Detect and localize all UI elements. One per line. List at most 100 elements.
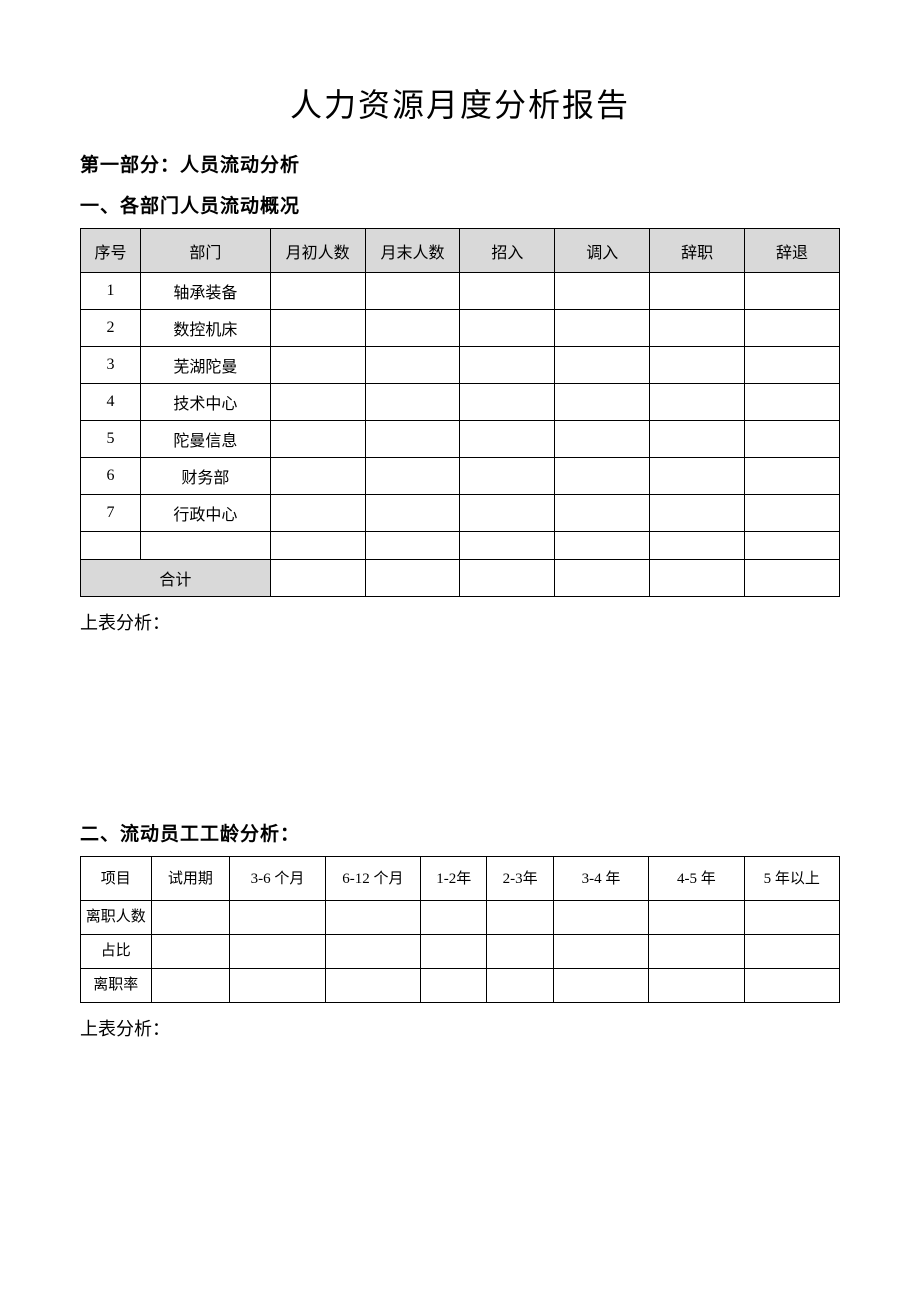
col-header-probation: 试用期 [151, 857, 230, 901]
cell: 1 [81, 273, 141, 310]
cell [650, 532, 745, 560]
cell [151, 969, 230, 1003]
cell [421, 901, 487, 935]
col-header-transfer: 调入 [555, 229, 650, 273]
cell [650, 384, 745, 421]
cell: 4 [81, 384, 141, 421]
cell [650, 458, 745, 495]
cell [649, 935, 744, 969]
cell [270, 310, 365, 347]
col-header-4-5y: 4-5 年 [649, 857, 744, 901]
cell [460, 347, 555, 384]
cell [421, 935, 487, 969]
cell [365, 532, 460, 560]
cell [140, 532, 270, 560]
row-label: 离职人数 [81, 901, 152, 935]
cell [460, 273, 555, 310]
table-row: 离职率 [81, 969, 840, 1003]
spacer [80, 639, 840, 819]
cell [270, 384, 365, 421]
col-header-resign: 辞职 [650, 229, 745, 273]
cell [650, 273, 745, 310]
tenure-analysis-table: 项目 试用期 3-6 个月 6-12 个月 1-2年 2-3年 3-4 年 4-… [80, 856, 840, 1003]
cell: 行政中心 [140, 495, 270, 532]
cell [270, 347, 365, 384]
cell [553, 969, 648, 1003]
col-header-begin: 月初人数 [270, 229, 365, 273]
cell [744, 935, 839, 969]
cell [555, 273, 650, 310]
cell [745, 310, 840, 347]
cell [460, 384, 555, 421]
cell [745, 458, 840, 495]
cell [460, 458, 555, 495]
cell [460, 495, 555, 532]
col-header-item: 项目 [81, 857, 152, 901]
department-flow-table: 序号 部门 月初人数 月末人数 招入 调入 辞职 辞退 1轴承装备2数控机床3芜… [80, 228, 840, 597]
col-header-6-12m: 6-12 个月 [325, 857, 420, 901]
cell [745, 273, 840, 310]
cell [270, 560, 365, 597]
document-title: 人力资源月度分析报告 [80, 80, 840, 126]
table-row: 6财务部 [81, 458, 840, 495]
cell [745, 495, 840, 532]
col-header-1-2y: 1-2年 [421, 857, 487, 901]
cell [365, 458, 460, 495]
cell [650, 495, 745, 532]
cell [230, 969, 325, 1003]
cell: 陀曼信息 [140, 421, 270, 458]
section2-heading: 二、流动员工工龄分析： [80, 819, 840, 846]
cell [555, 310, 650, 347]
cell [325, 901, 420, 935]
cell [460, 532, 555, 560]
table-header-row: 项目 试用期 3-6 个月 6-12 个月 1-2年 2-3年 3-4 年 4-… [81, 857, 840, 901]
cell [553, 901, 648, 935]
table-row: 1轴承装备 [81, 273, 840, 310]
total-row: 合计 [81, 560, 840, 597]
col-header-hired: 招入 [460, 229, 555, 273]
cell [649, 901, 744, 935]
cell [555, 421, 650, 458]
cell [270, 273, 365, 310]
col-header-3-4y: 3-4 年 [553, 857, 648, 901]
col-header-2-3y: 2-3年 [487, 857, 553, 901]
cell [650, 310, 745, 347]
cell [487, 969, 553, 1003]
col-header-dept: 部门 [140, 229, 270, 273]
part1-heading: 第一部分：人员流动分析 [80, 150, 840, 177]
section1-analysis-label: 上表分析： [80, 609, 840, 635]
cell [555, 347, 650, 384]
cell [649, 969, 744, 1003]
cell [365, 384, 460, 421]
cell [230, 935, 325, 969]
cell [270, 495, 365, 532]
col-header-5plus: 5 年以上 [744, 857, 839, 901]
cell [745, 532, 840, 560]
cell [487, 901, 553, 935]
cell [421, 969, 487, 1003]
col-header-dismiss: 辞退 [745, 229, 840, 273]
cell [555, 532, 650, 560]
cell: 芜湖陀曼 [140, 347, 270, 384]
cell: 技术中心 [140, 384, 270, 421]
section1-heading: 一、各部门人员流动概况 [80, 191, 840, 218]
table-row: 7行政中心 [81, 495, 840, 532]
cell [745, 421, 840, 458]
table-header-row: 序号 部门 月初人数 月末人数 招入 调入 辞职 辞退 [81, 229, 840, 273]
cell [270, 532, 365, 560]
cell [555, 458, 650, 495]
cell [81, 532, 141, 560]
cell [745, 384, 840, 421]
cell: 2 [81, 310, 141, 347]
cell: 数控机床 [140, 310, 270, 347]
table-row: 2数控机床 [81, 310, 840, 347]
col-header-end: 月末人数 [365, 229, 460, 273]
table-row: 4技术中心 [81, 384, 840, 421]
cell [325, 935, 420, 969]
cell: 6 [81, 458, 141, 495]
table-row: 3芜湖陀曼 [81, 347, 840, 384]
cell: 轴承装备 [140, 273, 270, 310]
table-row: 5陀曼信息 [81, 421, 840, 458]
cell [744, 901, 839, 935]
col-header-3-6m: 3-6 个月 [230, 857, 325, 901]
